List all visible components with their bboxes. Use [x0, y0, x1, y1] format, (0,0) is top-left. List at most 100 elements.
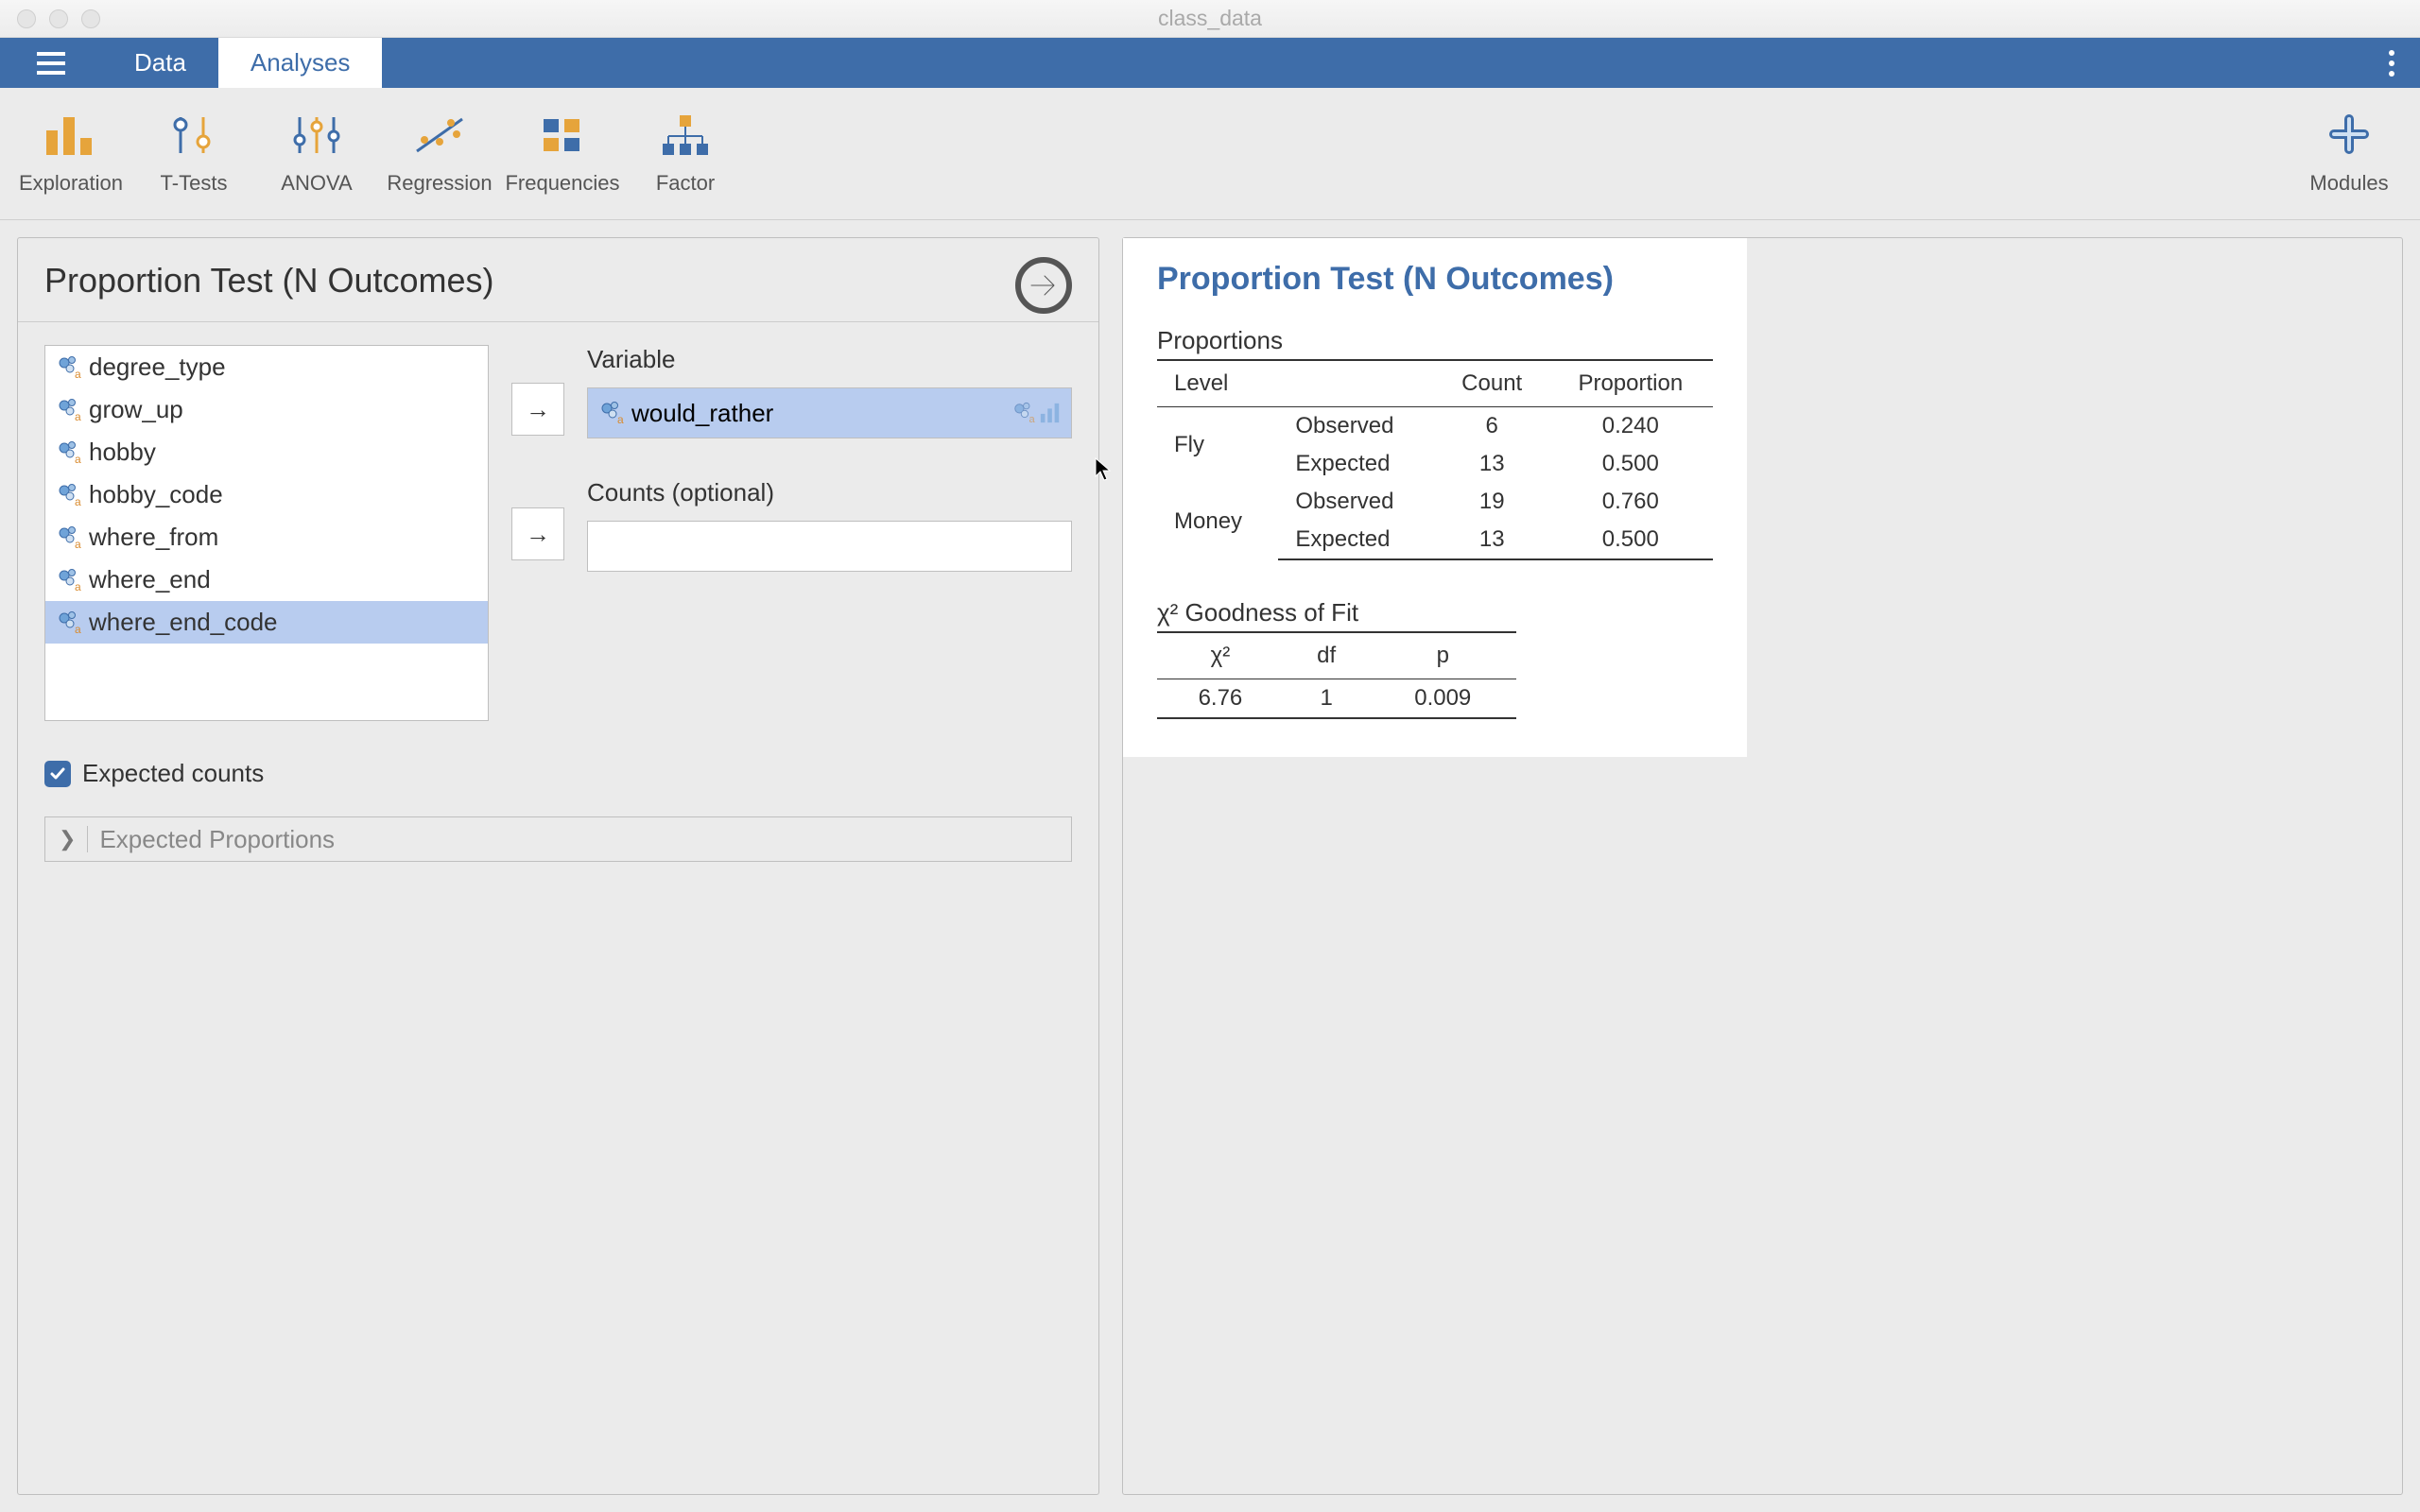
col-proportion: Proportion	[1548, 360, 1713, 407]
col-level: Level	[1157, 360, 1278, 407]
variable-name: where_from	[89, 523, 218, 552]
app-menu-button[interactable]	[0, 38, 102, 88]
cell: 19	[1436, 483, 1548, 521]
tool-frequencies[interactable]: Frequencies	[501, 112, 624, 196]
cell: 0.500	[1548, 521, 1713, 559]
nominal-text-icon	[599, 401, 624, 425]
cell: 13	[1436, 521, 1548, 559]
cell: 0.500	[1548, 445, 1713, 483]
source-variable-item[interactable]: hobby_code	[45, 473, 488, 516]
destination-column: Variable would_rather Counts (optional)	[587, 345, 1072, 721]
nominal-text-icon	[57, 440, 81, 465]
tab-analyses[interactable]: Analyses	[218, 38, 383, 88]
nominal-text-icon	[57, 568, 81, 593]
divider	[87, 826, 88, 852]
titlebar: class_data	[0, 0, 2420, 38]
tool-ttests[interactable]: T-Tests	[132, 112, 255, 196]
move-to-variable-button[interactable]: →	[511, 383, 564, 436]
counts-field-label: Counts (optional)	[587, 478, 1072, 507]
close-window-button[interactable]	[17, 9, 36, 28]
cell: 13	[1436, 445, 1548, 483]
col-p: p	[1370, 632, 1516, 679]
variable-field-label: Variable	[587, 345, 1072, 374]
move-to-counts-button[interactable]: →	[511, 507, 564, 560]
window-title: class_data	[0, 6, 2420, 31]
cell: 0.240	[1548, 407, 1713, 446]
checkbox-checked-icon	[44, 761, 71, 787]
results-card: Proportion Test (N Outcomes) Proportions…	[1123, 238, 1747, 757]
source-variable-item[interactable]: where_end	[45, 558, 488, 601]
gof-table: χ² df p 6.76 1 0.009	[1157, 631, 1516, 719]
analyses-toolbar: Exploration T-Tests ANOVA Regression Fre…	[0, 88, 2420, 220]
source-variable-item[interactable]: where_from	[45, 516, 488, 558]
cell-rowtype: Expected	[1278, 521, 1435, 559]
variable-name: where_end_code	[89, 608, 278, 637]
nominal-text-icon	[57, 525, 81, 550]
expected-proportions-section[interactable]: ❯ Expected Proportions	[44, 816, 1072, 862]
tool-exploration[interactable]: Exploration	[9, 112, 132, 196]
cell-rowtype: Expected	[1278, 445, 1435, 483]
menubar: Data Analyses	[0, 38, 2420, 88]
col-chi2: χ²	[1157, 632, 1284, 679]
expected-counts-option[interactable]: Expected counts	[44, 759, 1072, 788]
config-title: Proportion Test (N Outcomes)	[44, 261, 1072, 301]
divider	[18, 321, 1098, 322]
source-variable-item[interactable]: hobby	[45, 431, 488, 473]
analysis-config-panel: Proportion Test (N Outcomes) degree_type…	[17, 237, 1099, 1495]
cell-level: Fly	[1157, 407, 1278, 484]
tab-data[interactable]: Data	[102, 38, 218, 88]
tool-anova[interactable]: ANOVA	[255, 112, 378, 196]
variable-assignment-row: degree_type grow_uphobby hobby_code where_f…	[44, 345, 1072, 721]
results-title: Proportion Test (N Outcomes)	[1157, 261, 1713, 298]
col-count: Count	[1436, 360, 1548, 407]
allowed-types-icons	[1012, 402, 1071, 424]
results-panel: Proportion Test (N Outcomes) Proportions…	[1122, 237, 2403, 1495]
cell: 6.76	[1157, 679, 1284, 719]
nominal-text-icon	[57, 355, 81, 380]
minimize-window-button[interactable]	[49, 9, 68, 28]
section-label: Expected Proportions	[99, 825, 335, 854]
tool-label: Regression	[378, 171, 501, 196]
variable-name: hobby	[89, 438, 156, 467]
cell-rowtype: Observed	[1278, 407, 1435, 446]
variable-name: hobby_code	[89, 480, 223, 509]
move-buttons-column: → →	[511, 345, 564, 721]
tool-label: Frequencies	[501, 171, 624, 196]
source-variable-item[interactable]: grow_up	[45, 388, 488, 431]
source-variables-list[interactable]: degree_type grow_uphobby hobby_code where_f…	[44, 345, 489, 721]
chevron-right-icon: ❯	[59, 827, 76, 851]
variable-dropzone[interactable]: would_rather	[587, 387, 1072, 438]
workspace: Proportion Test (N Outcomes) degree_type…	[0, 220, 2420, 1512]
cell: 1	[1284, 679, 1370, 719]
source-variable-item[interactable]: degree_type	[45, 346, 488, 388]
collapse-panel-button[interactable]	[1015, 257, 1072, 314]
cell-level: Money	[1157, 483, 1278, 559]
tool-modules[interactable]: Modules	[2288, 112, 2411, 196]
expected-counts-label: Expected counts	[82, 759, 264, 788]
variable-name: where_end	[89, 565, 211, 594]
counts-dropzone[interactable]	[587, 521, 1072, 572]
col-df: df	[1284, 632, 1370, 679]
nominal-text-icon	[57, 610, 81, 635]
variable-name: degree_type	[89, 352, 226, 382]
cell: 0.760	[1548, 483, 1713, 521]
zoom-window-button[interactable]	[81, 9, 100, 28]
cell: 6	[1436, 407, 1548, 446]
nominal-text-icon	[57, 483, 81, 507]
tool-label: Modules	[2288, 171, 2411, 196]
gof-table-label: χ² Goodness of Fit	[1157, 598, 1713, 627]
tool-factor[interactable]: Factor	[624, 112, 747, 196]
window-controls	[0, 9, 100, 28]
tool-label: T-Tests	[132, 171, 255, 196]
cell-rowtype: Observed	[1278, 483, 1435, 521]
variable-value: would_rather	[631, 399, 773, 428]
source-variable-item[interactable]: where_end_code	[45, 601, 488, 644]
tool-regression[interactable]: Regression	[378, 112, 501, 196]
overflow-menu-button[interactable]	[2363, 38, 2420, 88]
proportions-table: Level Count Proportion FlyObserved60.240…	[1157, 359, 1713, 560]
proportions-table-label: Proportions	[1157, 326, 1713, 355]
tool-label: Factor	[624, 171, 747, 196]
nominal-text-icon	[57, 398, 81, 422]
tool-label: ANOVA	[255, 171, 378, 196]
cell: 0.009	[1370, 679, 1516, 719]
